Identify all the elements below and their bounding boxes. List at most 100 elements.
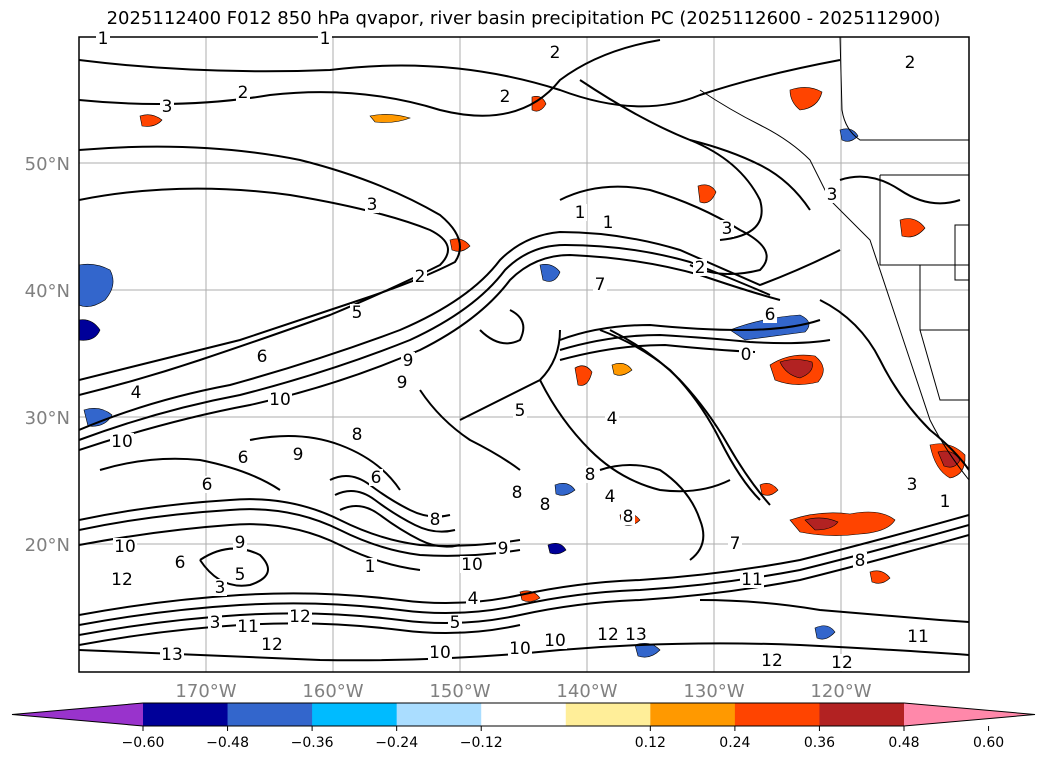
contour-label: 3 [367,195,378,215]
contour-label: 11 [741,570,763,590]
colorbar-tick-label: −0.48 [206,735,249,751]
colorbar: −0.60 −0.48 −0.36 −0.24 −0.12 0.12 0.24 0.36 0.4… [11,702,1036,751]
contour-label-bg [603,488,617,505]
contour-label-bg [236,618,260,635]
contour-label: 12 [289,607,311,627]
contour-label: 3 [215,578,226,598]
contour-label-bg [728,535,742,552]
colorbar-extend-high [904,703,1035,726]
contour-label: 11 [907,627,929,647]
contour-label: 6 [371,468,382,488]
contour-label: 2 [500,87,511,107]
contour-label: 10 [544,631,566,651]
contour-label: 11 [237,617,259,637]
contour-label: 8 [540,495,551,515]
colorbar-tick-label: 0.36 [804,735,835,751]
latitude-labels: 50°N 40°N 30°N 20°N [25,154,70,556]
contour-label-bg [236,84,250,101]
contour-label-bg [903,54,917,71]
colorbar-swatch [565,703,651,726]
contour-label: 5 [515,401,526,421]
lat-label-40n: 40°N [25,281,70,302]
contour-label: 1 [320,29,331,49]
contour-label: 6 [202,475,213,495]
contour-label-bg [593,276,607,293]
contour-label: 7 [730,534,741,554]
contour-label-bg [369,469,383,486]
contour-label-bg [208,614,222,631]
contour-label-bg [508,640,532,657]
contour-label-bg [739,346,753,363]
contour-label-bg [740,571,764,588]
colorbar-swatch [481,703,567,726]
contour-label-bg [538,496,552,513]
colorbar-tick-label: −0.24 [375,735,418,751]
contour-label-bg [291,446,305,463]
colorbar-tick-label: −0.12 [460,735,503,751]
contour-label: 3 [162,97,173,117]
colorbar-swatch [143,703,229,726]
contour-label-bg [413,268,427,285]
colorbar-swatch [819,703,905,726]
contour-label-bg [448,614,462,631]
contour-label-bg [460,556,484,573]
contour-label: 10 [509,639,531,659]
contour-label: 12 [831,653,853,673]
contour-label-bg [428,511,442,528]
contour-label-bg [938,493,952,510]
contour-label: 9 [397,373,408,393]
contour-label: 2 [905,53,916,73]
contour-label: 8 [352,425,363,445]
contour-label-bg [621,508,635,525]
contour-label: 3 [907,475,918,495]
lon-label-140w: 140°W [556,681,617,702]
contour-label: 12 [597,625,619,645]
contour-label: 8 [855,551,866,571]
contour-label-bg [825,186,839,203]
contour-label-bg [129,384,143,401]
contour-label: 1 [575,203,586,223]
colorbar-tick-label: −0.60 [122,735,165,751]
map-title: 2025112400 F012 850 hPa qvapor, river ba… [106,8,941,29]
contour-label: 7 [595,275,606,295]
contour-label: 2 [415,267,426,287]
contour-label-bg [428,644,452,661]
contour-label-bg [96,30,110,47]
contour-label: 12 [111,570,133,590]
colorbar-swatch [312,703,398,726]
coastline [699,37,969,481]
longitude-labels: 170°W 160°W 150°W 140°W 130°W 120°W [175,681,871,702]
contour-label: 6 [765,305,776,325]
lat-label-20n: 20°N [25,535,70,556]
contour-label-bg [233,566,247,583]
contour-label: 9 [293,445,304,465]
contour-label: 10 [111,432,133,452]
contour-label-bg [605,410,619,427]
contour-label-bg [260,636,284,653]
contour-label: 2 [695,258,706,278]
colorbar-swatch [650,703,736,726]
contour-label: 9 [403,351,414,371]
contour-label: 8 [623,507,634,527]
lat-label-50n: 50°N [25,154,70,175]
contour-label: 4 [607,409,618,429]
contour-label-bg [288,608,312,625]
contour-label: 5 [352,303,363,323]
contour-label: 1 [940,492,951,512]
contour-label: 13 [625,625,647,645]
contour-label-bg [233,534,247,551]
contour-label-bg [906,628,930,645]
contour-label-bg [510,484,524,501]
contour-label: 10 [461,555,483,575]
contour-label-bg [905,476,919,493]
contour-label-bg [401,352,415,369]
contour-label-bg [543,632,567,649]
contour-label: 10 [114,537,136,557]
contour-label: 2 [238,83,249,103]
contour-label-bg [213,579,227,596]
contour-label-bg [160,98,174,115]
contour-label-bg [583,466,597,483]
contour-label: 4 [131,383,142,403]
lon-label-130w: 130°W [683,681,744,702]
colorbar-tick-label: 0.60 [973,735,1004,751]
